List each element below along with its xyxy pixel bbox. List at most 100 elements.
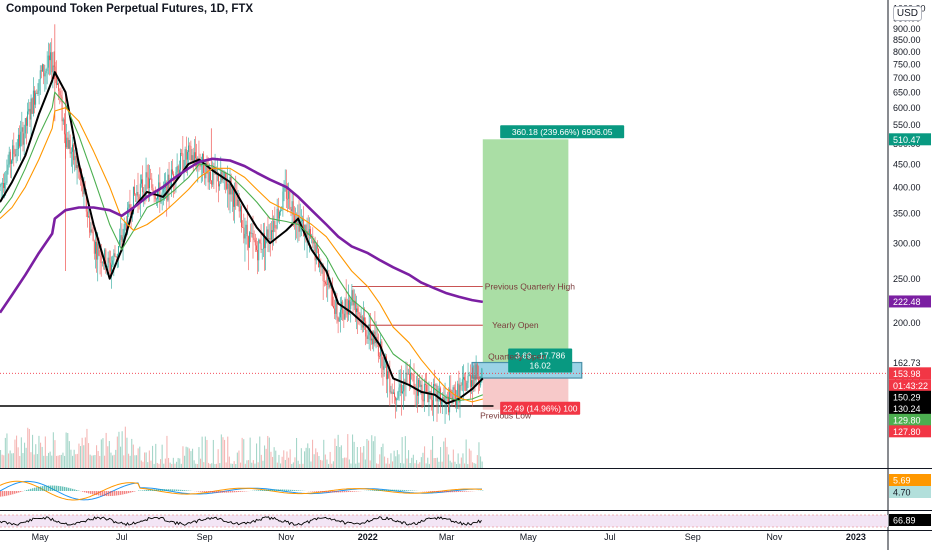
candle-body xyxy=(400,384,402,394)
histogram-bar xyxy=(0,491,2,497)
histogram-bar xyxy=(204,491,206,493)
volume-bar xyxy=(48,452,50,468)
volume-bar xyxy=(324,454,326,468)
candle-body xyxy=(185,149,187,160)
candle-body xyxy=(29,108,31,120)
histogram-bar xyxy=(170,489,172,491)
volume-bar xyxy=(172,457,174,468)
ma-line-3[interactable] xyxy=(0,107,483,403)
candle-body xyxy=(272,230,273,232)
histogram-bar xyxy=(240,491,242,492)
candle-body xyxy=(227,183,229,189)
volume-bar xyxy=(30,452,32,468)
volume-bar xyxy=(459,463,461,468)
volume-bar xyxy=(350,463,352,468)
y-tick-label: 400.00 xyxy=(893,182,921,192)
histogram-bar xyxy=(152,489,154,491)
yearly-open-label: Yearly Open xyxy=(492,320,539,330)
histogram-bar xyxy=(16,491,18,494)
x-tick-label: Jul xyxy=(604,532,616,542)
x-tick-label: Nov xyxy=(278,532,295,542)
candle-body xyxy=(460,385,462,386)
candle-body xyxy=(142,179,144,192)
candle-body xyxy=(32,90,34,114)
volume-bar xyxy=(84,437,86,468)
histogram-bar xyxy=(316,491,318,492)
candle-body xyxy=(109,262,111,272)
histogram-bar xyxy=(216,491,218,493)
candle-body xyxy=(293,215,295,223)
price-badge xyxy=(889,367,931,380)
histogram-bar xyxy=(122,491,124,495)
histogram-bar xyxy=(222,491,224,493)
volume-bar xyxy=(473,463,475,468)
candle-body xyxy=(251,233,253,234)
volume-bar xyxy=(408,450,410,468)
candle-body xyxy=(105,249,107,271)
candle-body xyxy=(211,180,213,185)
candle-body xyxy=(241,206,242,227)
candle-body xyxy=(457,383,459,399)
price-badge-label: 153.98 xyxy=(893,369,921,379)
candle-body xyxy=(13,145,15,155)
volume-bar xyxy=(203,462,205,468)
candle-body xyxy=(453,387,455,390)
volume-bar xyxy=(299,463,301,468)
candle-body xyxy=(47,55,49,68)
candle-body xyxy=(402,391,403,394)
volume-bar xyxy=(86,428,88,468)
histogram-bar xyxy=(334,491,336,493)
volume-bar xyxy=(177,457,179,468)
candle-body xyxy=(328,277,330,288)
entry-label: 3.69 - 17.786 xyxy=(515,351,565,361)
candle-body xyxy=(403,381,405,392)
volume-bar xyxy=(262,460,264,468)
candle-body xyxy=(97,243,99,260)
volume-bar xyxy=(136,455,138,468)
volume-bar xyxy=(387,457,389,468)
target-zone[interactable] xyxy=(482,139,569,363)
volume-bar xyxy=(307,443,309,468)
candle-body xyxy=(262,233,264,249)
volume-bar xyxy=(4,437,6,468)
histogram-bar xyxy=(336,491,338,493)
ma-line-1[interactable] xyxy=(0,71,484,405)
histogram-bar xyxy=(394,489,396,491)
price-badge xyxy=(889,295,931,308)
histogram-bar xyxy=(438,491,440,493)
volume-bar xyxy=(220,434,222,468)
chart-title[interactable]: Compound Token Perpetual Futures, 1D, FT… xyxy=(6,3,254,15)
volume-bar xyxy=(27,427,29,468)
volume-bar xyxy=(43,455,45,468)
candle-body xyxy=(323,281,325,283)
volume-bar xyxy=(342,458,344,468)
candle-body xyxy=(176,166,178,173)
currency-button[interactable]: USD xyxy=(892,6,922,21)
candle-body xyxy=(54,66,56,73)
candle-body xyxy=(406,372,408,375)
candle-body xyxy=(62,119,64,122)
histogram-bar xyxy=(454,491,456,493)
volume-bar xyxy=(276,462,278,468)
candle-body xyxy=(210,171,211,181)
candle-body xyxy=(115,256,117,258)
histogram-bar xyxy=(200,491,202,492)
histogram-bar xyxy=(178,489,180,491)
volume-bar xyxy=(57,455,59,468)
volume-bar xyxy=(65,432,67,468)
volume-bar xyxy=(452,449,454,468)
histogram-bar xyxy=(376,490,378,491)
histogram-bar xyxy=(464,491,466,492)
x-tick-label: Mar xyxy=(439,532,455,542)
price-badge-label: 129.80 xyxy=(893,415,921,425)
y-tick-label: 450.00 xyxy=(893,159,921,169)
ma-line-4[interactable] xyxy=(0,157,484,314)
volume-bar xyxy=(132,444,134,468)
histogram-bar xyxy=(314,491,316,492)
price-badge xyxy=(889,425,931,438)
candle-body xyxy=(99,255,101,257)
histogram-bar xyxy=(46,485,48,491)
candle-body xyxy=(379,356,380,357)
quarterly-open-label: Quarterly Open xyxy=(488,351,546,361)
